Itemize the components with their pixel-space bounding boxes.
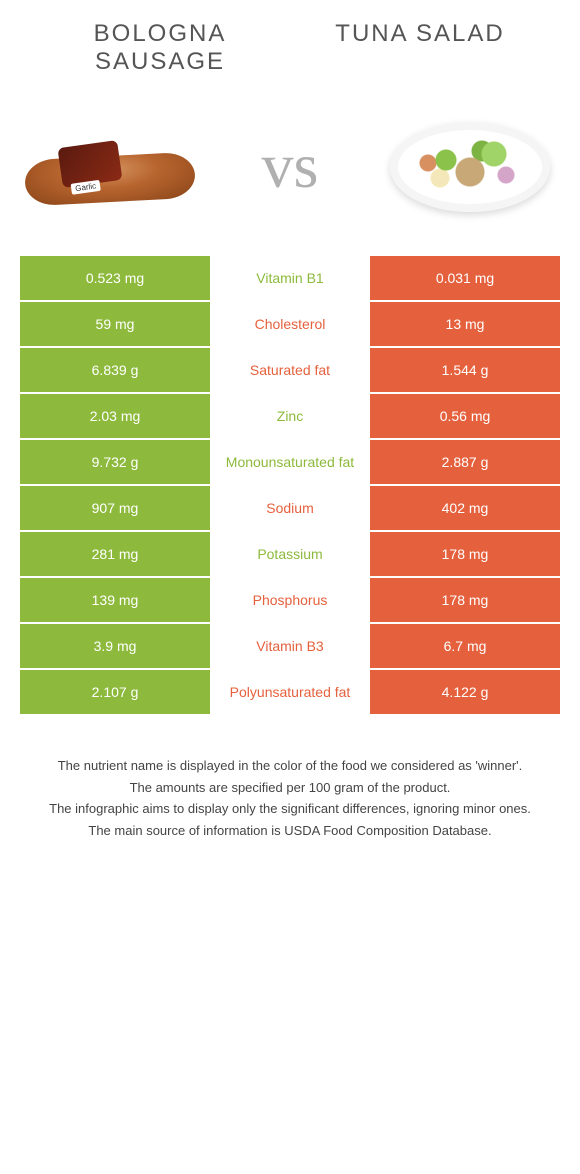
nutrient-label: Sodium bbox=[210, 485, 370, 531]
nutrient-label: Phosphorus bbox=[210, 577, 370, 623]
value-left: 6.839 g bbox=[20, 347, 210, 393]
nutrient-label: Polyunsaturated fat bbox=[210, 669, 370, 715]
value-right: 1.544 g bbox=[370, 347, 560, 393]
value-left: 139 mg bbox=[20, 577, 210, 623]
nutrient-label: Zinc bbox=[210, 393, 370, 439]
value-left: 3.9 mg bbox=[20, 623, 210, 669]
value-right: 2.887 g bbox=[370, 439, 560, 485]
food-image-left bbox=[20, 106, 200, 226]
value-right: 0.031 mg bbox=[370, 256, 560, 301]
value-left: 9.732 g bbox=[20, 439, 210, 485]
value-right: 4.122 g bbox=[370, 669, 560, 715]
footer-line: The infographic aims to display only the… bbox=[40, 799, 540, 819]
table-row: 281 mgPotassium178 mg bbox=[20, 531, 560, 577]
table-row: 6.839 gSaturated fat1.544 g bbox=[20, 347, 560, 393]
table-row: 0.523 mgVitamin B10.031 mg bbox=[20, 256, 560, 301]
value-left: 2.03 mg bbox=[20, 393, 210, 439]
comparison-table: 0.523 mgVitamin B10.031 mg59 mgCholester… bbox=[20, 256, 560, 716]
footer-line: The amounts are specified per 100 gram o… bbox=[40, 778, 540, 798]
value-left: 281 mg bbox=[20, 531, 210, 577]
value-left: 0.523 mg bbox=[20, 256, 210, 301]
table-row: 907 mgSodium402 mg bbox=[20, 485, 560, 531]
value-right: 0.56 mg bbox=[370, 393, 560, 439]
header: Bologna sausage Tuna salad bbox=[0, 0, 580, 86]
footer-line: The main source of information is USDA F… bbox=[40, 821, 540, 841]
table-row: 59 mgCholesterol13 mg bbox=[20, 301, 560, 347]
table-row: 139 mgPhosphorus178 mg bbox=[20, 577, 560, 623]
nutrient-label: Vitamin B3 bbox=[210, 623, 370, 669]
nutrient-label: Cholesterol bbox=[210, 301, 370, 347]
value-right: 402 mg bbox=[370, 485, 560, 531]
food-image-right bbox=[380, 106, 560, 226]
table-row: 3.9 mgVitamin B36.7 mg bbox=[20, 623, 560, 669]
table-row: 9.732 gMonounsaturated fat2.887 g bbox=[20, 439, 560, 485]
nutrient-label: Potassium bbox=[210, 531, 370, 577]
value-right: 6.7 mg bbox=[370, 623, 560, 669]
table-row: 2.03 mgZinc0.56 mg bbox=[20, 393, 560, 439]
title-left: Bologna sausage bbox=[43, 20, 277, 76]
table-row: 2.107 gPolyunsaturated fat4.122 g bbox=[20, 669, 560, 715]
nutrient-label: Vitamin B1 bbox=[210, 256, 370, 301]
value-right: 13 mg bbox=[370, 301, 560, 347]
sausage-illustration bbox=[25, 136, 195, 196]
footer-line: The nutrient name is displayed in the co… bbox=[40, 756, 540, 776]
value-left: 59 mg bbox=[20, 301, 210, 347]
value-right: 178 mg bbox=[370, 577, 560, 623]
nutrient-label: Monounsaturated fat bbox=[210, 439, 370, 485]
value-left: 2.107 g bbox=[20, 669, 210, 715]
footer-notes: The nutrient name is displayed in the co… bbox=[0, 716, 580, 862]
salad-illustration bbox=[390, 116, 550, 216]
nutrient-label: Saturated fat bbox=[210, 347, 370, 393]
value-left: 907 mg bbox=[20, 485, 210, 531]
images-row: vs bbox=[0, 86, 580, 256]
title-right: Tuna salad bbox=[303, 20, 537, 76]
value-right: 178 mg bbox=[370, 531, 560, 577]
vs-label: vs bbox=[262, 129, 319, 203]
